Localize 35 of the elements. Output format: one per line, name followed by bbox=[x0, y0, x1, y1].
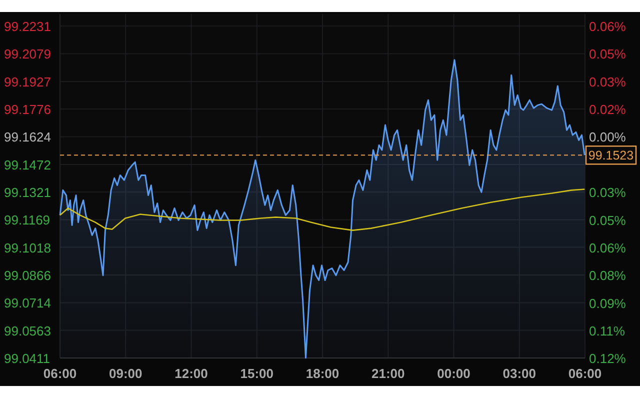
y2-tick-label: 0.06% bbox=[589, 19, 626, 34]
x-tick-label: 00:00 bbox=[437, 366, 470, 381]
x-tick-label: 18:00 bbox=[306, 366, 340, 381]
y-tick-label: 99.2231 bbox=[4, 19, 51, 34]
y2-tick-label: 0.06% bbox=[589, 240, 626, 256]
y2-tick-label: 0.09% bbox=[589, 296, 626, 311]
x-tick-label: 06:00 bbox=[568, 366, 602, 381]
x-tick-label: 15:00 bbox=[240, 366, 274, 381]
y-tick-label: 99.2079 bbox=[4, 46, 51, 62]
y-tick-label: 99.1927 bbox=[4, 74, 51, 90]
y-tick-label: 99.0714 bbox=[4, 296, 51, 311]
y2-tick-label: 0.03% bbox=[589, 74, 626, 90]
y2-tick-label: 0.00% bbox=[589, 130, 626, 145]
x-tick-label: 06:00 bbox=[43, 366, 77, 381]
y-tick-label: 99.0866 bbox=[4, 268, 51, 283]
y-tick-label: 99.1776 bbox=[4, 102, 51, 117]
y2-tick-label: 0.08% bbox=[589, 268, 626, 283]
x-tick-label: 21:00 bbox=[372, 366, 405, 381]
y2-tick-label: 0.03% bbox=[589, 185, 626, 200]
x-tick-label: 03:00 bbox=[502, 366, 536, 381]
y2-tick-label: 0.11% bbox=[589, 323, 626, 338]
y2-tick-label: 0.02% bbox=[589, 102, 626, 118]
y-tick-label: 99.1472 bbox=[4, 157, 51, 172]
y-tick-label: 99.1018 bbox=[4, 240, 51, 256]
y-tick-label: 99.0411 bbox=[4, 351, 50, 366]
x-tick-label: 12:00 bbox=[174, 366, 208, 381]
y-tick-label: 99.0563 bbox=[4, 323, 51, 338]
y2-tick-label: 0.12% bbox=[589, 351, 626, 366]
y2-tick-label: 0.05% bbox=[589, 212, 626, 228]
y-tick-label: 99.1169 bbox=[4, 212, 50, 228]
y-tick-label: 99.1624 bbox=[4, 130, 51, 145]
ref-line-label: 99.1523 bbox=[588, 148, 634, 163]
x-tick-label: 09:00 bbox=[109, 366, 142, 381]
y2-tick-label: 0.05% bbox=[589, 46, 626, 62]
y-tick-label: 99.1321 bbox=[4, 185, 51, 200]
